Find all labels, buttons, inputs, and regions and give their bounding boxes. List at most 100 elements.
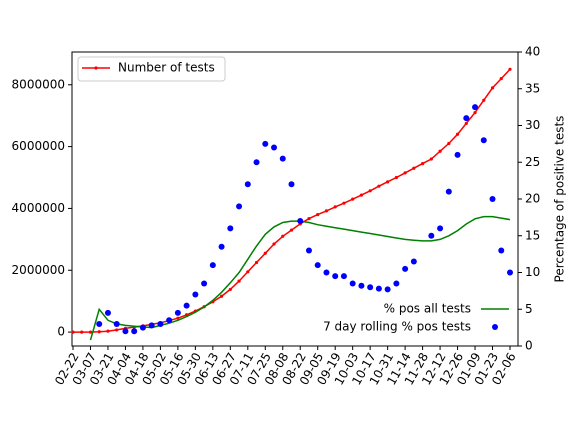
data-point [482,98,486,102]
data-point [445,188,452,195]
data-point [402,265,409,272]
y-tick-label: 8000000 [12,77,65,91]
data-point [104,309,111,316]
data-point [201,280,208,287]
data-point [463,115,470,122]
data-point [384,286,391,293]
series [71,67,512,334]
y2-tick-label: 30 [525,118,540,132]
data-point [88,330,93,334]
data-point [368,189,372,193]
legend-swatch [94,66,98,70]
data-point [148,322,155,329]
data-point [131,328,138,335]
y2-tick-label: 25 [525,155,540,169]
data-point [410,258,417,265]
data-point [254,260,259,265]
y2-tick-label: 5 [525,302,533,316]
data-point [106,329,110,333]
data-point [472,104,479,111]
data-point [115,328,119,332]
y2-tick-label: 0 [525,339,533,353]
data-point [289,228,294,232]
y2-tick-label: 40 [525,45,540,59]
y2-tick-label: 20 [525,192,540,206]
data-point [454,151,461,158]
data-point [499,76,503,81]
legend: % pos all tests 7 day rolling % pos tests [323,302,509,334]
data-point [237,279,241,283]
data-point [271,144,278,151]
data-point [447,141,451,146]
data-point [490,86,495,90]
data-point [80,330,84,334]
data-point [323,269,330,276]
data-point [386,180,390,184]
data-point [473,110,477,115]
data-point [377,184,381,188]
data-point [246,270,250,274]
data-point [489,196,496,202]
data-point [421,162,425,166]
legend: Number of tests [77,56,226,82]
y2-tick-label: 35 [525,81,540,95]
data-point [455,132,460,136]
y2-axis-label: Percentage of positive tests [553,116,567,283]
y-tick-label: 6000000 [12,139,65,153]
data-point [71,330,75,334]
y2-tick-label: 15 [525,228,540,242]
legend-frame [77,56,226,82]
data-point [113,320,120,327]
data-point [375,285,382,292]
data-point [324,209,329,213]
legend-label: Number of tests [118,61,215,75]
data-point [351,197,355,201]
series-line [73,68,511,333]
data-point [367,284,374,291]
data-point [393,280,400,287]
data-point [253,159,260,166]
legend-label: 7 day rolling % pos tests [323,320,471,334]
data-point [437,225,444,232]
data-point [498,247,505,254]
data-point [227,225,234,232]
data-point [428,232,435,239]
data-point [349,280,356,287]
data-point [219,294,224,298]
data-point [314,262,321,269]
data-point [279,155,286,162]
data-point [438,149,442,153]
data-point [394,175,398,180]
data-point [183,302,190,309]
data-point [297,218,304,225]
data-point [263,251,267,255]
data-point [281,234,285,238]
data-point [176,316,180,320]
y-tick-label: 2000000 [12,263,65,277]
series [96,104,513,335]
data-point [218,243,225,250]
data-point [139,324,146,331]
data-point [480,137,487,144]
data-point [209,262,216,269]
data-point [272,242,276,246]
y-tick-label: 0 [57,325,65,339]
data-point [403,171,407,175]
data-point [96,320,103,327]
data-point [97,330,101,334]
data-point [342,201,346,205]
data-point [288,181,295,188]
data-point [464,121,468,126]
data-point [166,317,173,324]
data-point [228,287,232,292]
data-point [157,320,164,327]
data-point [508,67,512,71]
data-point [359,193,364,197]
y2-tick-label: 10 [525,265,540,279]
data-point [358,282,365,289]
data-point [316,213,320,217]
data-point [412,166,416,170]
data-point [429,157,433,161]
data-point [332,273,339,280]
